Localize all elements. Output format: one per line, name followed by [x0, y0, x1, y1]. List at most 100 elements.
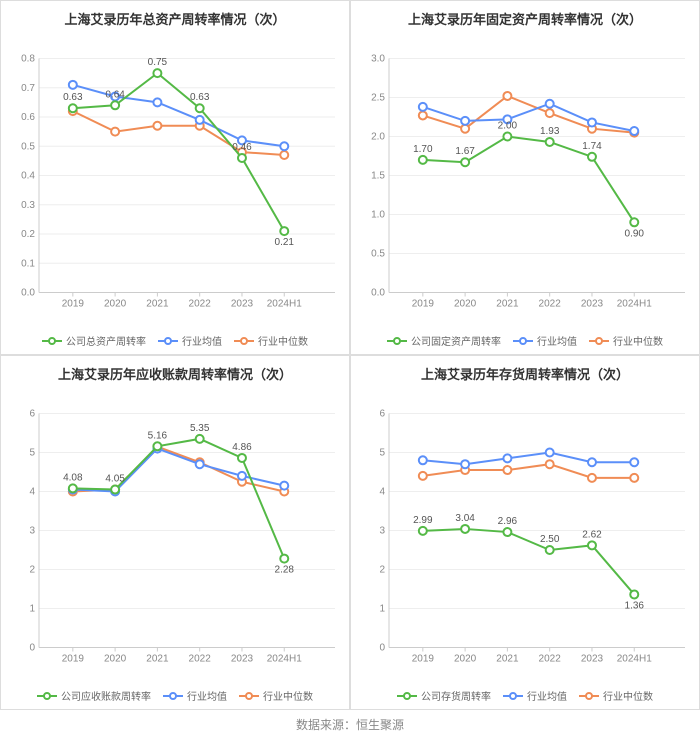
- series-marker-company: [588, 541, 596, 549]
- line-chart-svg: 0123456201920202021202220232024H14.084.0…: [5, 387, 345, 682]
- series-marker-company: [546, 138, 554, 146]
- chart-panel: 上海艾录历年固定资产周转率情况（次）0.00.51.01.52.02.53.02…: [350, 0, 700, 355]
- chart-panel: 上海艾录历年总资产周转率情况（次）0.00.10.20.30.40.50.60.…: [0, 0, 350, 355]
- svg-text:6: 6: [29, 409, 35, 420]
- chart-area: 0123456201920202021202220232024H12.993.0…: [355, 387, 695, 682]
- legend-label: 行业中位数: [613, 333, 663, 348]
- legend-item-median: 行业中位数: [239, 688, 313, 703]
- series-marker-company: [461, 525, 469, 533]
- series-marker-median: [280, 151, 288, 159]
- legend-swatch: [579, 691, 599, 701]
- svg-text:4: 4: [379, 487, 385, 498]
- series-marker-avg: [280, 482, 288, 490]
- legend-label: 行业中位数: [258, 333, 308, 348]
- legend-item-median: 行业中位数: [234, 333, 308, 348]
- series-marker-median: [503, 92, 511, 100]
- series-marker-median: [153, 122, 161, 130]
- svg-text:2023: 2023: [231, 299, 254, 310]
- series-line-avg: [423, 104, 634, 131]
- svg-text:2021: 2021: [496, 299, 519, 310]
- legend-label: 行业均值: [537, 333, 577, 348]
- svg-text:2020: 2020: [104, 654, 127, 665]
- svg-text:2024H1: 2024H1: [267, 299, 302, 310]
- series-marker-company: [69, 484, 77, 492]
- legend-label: 公司总资产周转率: [66, 333, 146, 348]
- series-line-median: [423, 96, 634, 133]
- svg-text:2024H1: 2024H1: [267, 654, 302, 665]
- chart-title: 上海艾录历年存货周转率情况（次）: [355, 364, 695, 383]
- legend-label: 行业中位数: [603, 688, 653, 703]
- series-marker-avg: [546, 449, 554, 457]
- svg-text:1.5: 1.5: [371, 171, 385, 182]
- legend-item-company: 公司总资产周转率: [42, 333, 146, 348]
- series-marker-company: [419, 156, 427, 164]
- svg-text:2022: 2022: [539, 299, 562, 310]
- data-source-text: 数据来源：恒生聚源: [0, 710, 700, 739]
- series-marker-company: [630, 218, 638, 226]
- svg-text:5: 5: [379, 448, 385, 459]
- line-chart-svg: 0.00.10.20.30.40.50.60.70.82019202020212…: [5, 32, 345, 327]
- legend-swatch: [163, 691, 183, 701]
- chart-legend: 公司应收账款周转率行业均值 行业中位数: [5, 682, 345, 705]
- legend-label: 行业均值: [182, 333, 222, 348]
- data-label: 1.93: [540, 126, 560, 137]
- svg-text:0.5: 0.5: [371, 249, 385, 260]
- chart-area: 0.00.51.01.52.02.53.02019202020212022202…: [355, 32, 695, 327]
- svg-text:4: 4: [29, 487, 35, 498]
- chart-grid: 上海艾录历年总资产周转率情况（次）0.00.10.20.30.40.50.60.…: [0, 0, 700, 710]
- svg-text:2020: 2020: [454, 299, 477, 310]
- series-marker-company: [588, 153, 596, 161]
- legend-item-avg: 行业均值: [163, 688, 227, 703]
- data-label: 1.36: [625, 600, 645, 611]
- series-marker-avg: [196, 460, 204, 468]
- data-label: 0.75: [148, 57, 168, 68]
- series-marker-company: [280, 555, 288, 563]
- svg-text:2.5: 2.5: [371, 93, 385, 104]
- chart-title: 上海艾录历年总资产周转率情况（次）: [5, 9, 345, 28]
- series-marker-company: [69, 104, 77, 112]
- data-label: 1.70: [413, 144, 433, 155]
- data-label: 0.64: [105, 89, 125, 100]
- svg-text:2: 2: [379, 565, 385, 576]
- svg-text:3.0: 3.0: [371, 54, 385, 65]
- svg-text:2019: 2019: [412, 654, 435, 665]
- svg-text:2021: 2021: [146, 299, 169, 310]
- data-label: 4.08: [63, 472, 83, 483]
- svg-text:0.0: 0.0: [371, 288, 385, 299]
- line-chart-svg: 0123456201920202021202220232024H12.993.0…: [355, 387, 695, 682]
- data-label: 3.04: [455, 513, 475, 524]
- legend-item-company: 公司固定资产周转率: [387, 333, 501, 348]
- series-marker-avg: [280, 142, 288, 150]
- chart-legend: 公司固定资产周转率 行业均值 行业中位数: [355, 327, 695, 350]
- legend-swatch: [239, 691, 259, 701]
- chart-area: 0.00.10.20.30.40.50.60.70.82019202020212…: [5, 32, 345, 327]
- data-label: 2.99: [413, 515, 433, 526]
- series-marker-company: [196, 104, 204, 112]
- data-label: 5.35: [190, 423, 210, 434]
- data-label: 0.90: [625, 228, 645, 239]
- series-marker-avg: [238, 472, 246, 480]
- svg-text:0.5: 0.5: [21, 141, 35, 152]
- svg-text:0.0: 0.0: [21, 288, 35, 299]
- legend-item-avg: 行业均值: [158, 333, 222, 348]
- chart-title: 上海艾录历年固定资产周转率情况（次）: [355, 9, 695, 28]
- legend-swatch: [158, 336, 178, 346]
- svg-text:6: 6: [379, 409, 385, 420]
- legend-label: 公司应收账款周转率: [61, 688, 151, 703]
- svg-text:0.2: 0.2: [21, 229, 35, 240]
- series-marker-median: [419, 472, 427, 480]
- svg-text:0.1: 0.1: [21, 258, 35, 269]
- legend-swatch: [37, 691, 57, 701]
- legend-label: 行业中位数: [263, 688, 313, 703]
- data-label: 2.28: [275, 565, 295, 576]
- svg-text:3: 3: [379, 526, 385, 537]
- series-marker-company: [503, 528, 511, 536]
- legend-item-avg: 行业均值: [513, 333, 577, 348]
- svg-text:2020: 2020: [104, 299, 127, 310]
- series-marker-company: [153, 442, 161, 450]
- svg-text:1: 1: [29, 604, 35, 615]
- chart-panel: 上海艾录历年存货周转率情况（次）012345620192020202120222…: [350, 355, 700, 710]
- series-line-median: [423, 464, 634, 478]
- series-marker-avg: [419, 103, 427, 111]
- svg-text:2024H1: 2024H1: [617, 299, 652, 310]
